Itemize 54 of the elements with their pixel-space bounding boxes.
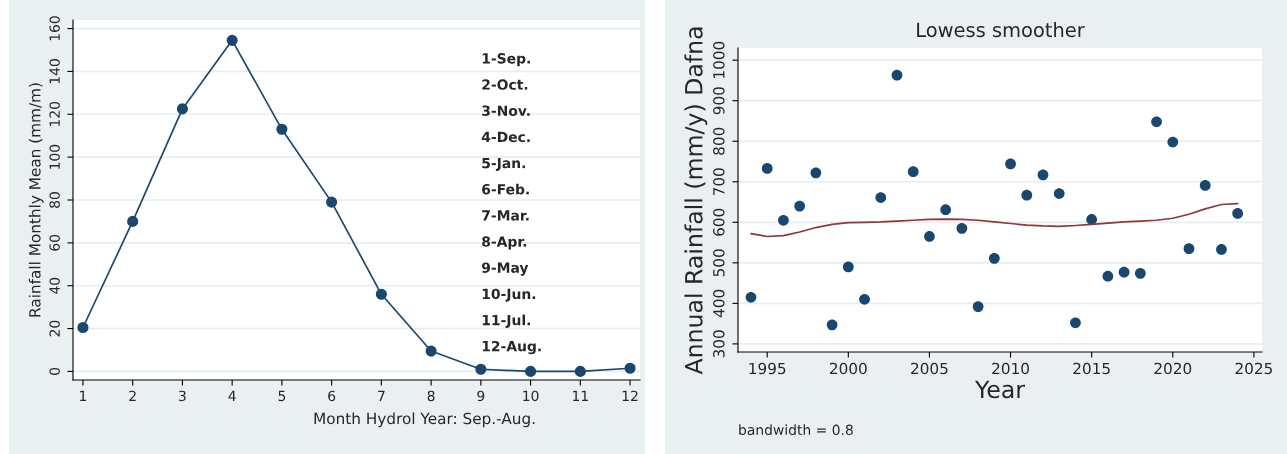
annotation: 5-Jan. [482, 157, 525, 171]
x-tick-label: 2010 [992, 362, 1029, 375]
x-tick-label: 2025 [1235, 362, 1272, 375]
x-tick-label: 3 [179, 390, 186, 402]
annotation: 12-Aug. [482, 340, 541, 355]
y-axis-title: Rainfall Monthly Mean (mm/m) [28, 83, 44, 317]
annotation: 10-Jun. [482, 288, 536, 302]
x-tick-label: 12 [622, 390, 638, 401]
annotation: 7-Mar. [482, 210, 529, 221]
x-tick-label: 2015 [1073, 362, 1110, 375]
chart-title: Lowess smoother [917, 22, 1085, 38]
x-tick-label: 5 [278, 390, 286, 402]
y-tick-label: 500 [713, 249, 725, 277]
y-tick-label: 1000 [713, 41, 725, 78]
x-tick-label: 11 [573, 390, 588, 401]
y-tick-label: 20 [49, 320, 60, 337]
annotation: 6-Feb. [482, 183, 529, 195]
x-tick-label: 10 [523, 390, 539, 402]
annotation: 8-Apr. [482, 236, 527, 250]
x-tick-label: 2020 [1154, 362, 1192, 375]
y-tick-label: 300 [713, 330, 725, 358]
y-axis-title: Annual Rainfall (mm/y) Dafna [684, 27, 708, 375]
annotation: 9-May [481, 262, 529, 276]
y-tick-label: 60 [49, 234, 60, 251]
y-tick-label: 120 [49, 101, 60, 127]
y-tick-label: 100 [49, 144, 60, 169]
text: bandwidth = 0.8 [739, 424, 853, 436]
annotation: 2-Oct. [482, 79, 528, 90]
x-tick-label: 2 [129, 390, 136, 401]
x-tick-label: 6 [328, 390, 336, 402]
x-tick-label: 1 [80, 390, 87, 401]
y-tick-label: 400 [713, 289, 725, 318]
y-tick-label: 80 [49, 192, 60, 208]
x-tick-label: 9 [477, 390, 485, 402]
x-tick-label: 8 [427, 390, 435, 402]
x-tick-label: 2000 [829, 362, 867, 375]
annotation: 11-Jul. [482, 314, 531, 328]
x-axis-title: Year [974, 380, 1025, 399]
y-tick-label: 900 [713, 87, 725, 115]
x-axis-title: Month Hydrol Year: Sep.-Aug. [314, 412, 535, 428]
y-tick-label: 140 [49, 59, 60, 84]
y-tick-label: 0 [49, 367, 60, 375]
annotation: 1-Sep. [482, 53, 530, 67]
annotation: 3-Nov. [482, 105, 530, 116]
x-tick-label: 4 [228, 390, 236, 401]
x-tick-label: 2005 [911, 362, 948, 375]
annotation: 4-Dec. [481, 131, 530, 143]
x-tick-label: 7 [378, 390, 385, 401]
y-tick-label: 800 [713, 127, 725, 155]
x-tick-label: 1995 [749, 362, 786, 375]
y-tick-label: 600 [713, 208, 725, 236]
y-tick-label: 160 [49, 16, 60, 41]
y-tick-label: 700 [713, 168, 725, 196]
y-tick-label: 40 [49, 277, 60, 294]
